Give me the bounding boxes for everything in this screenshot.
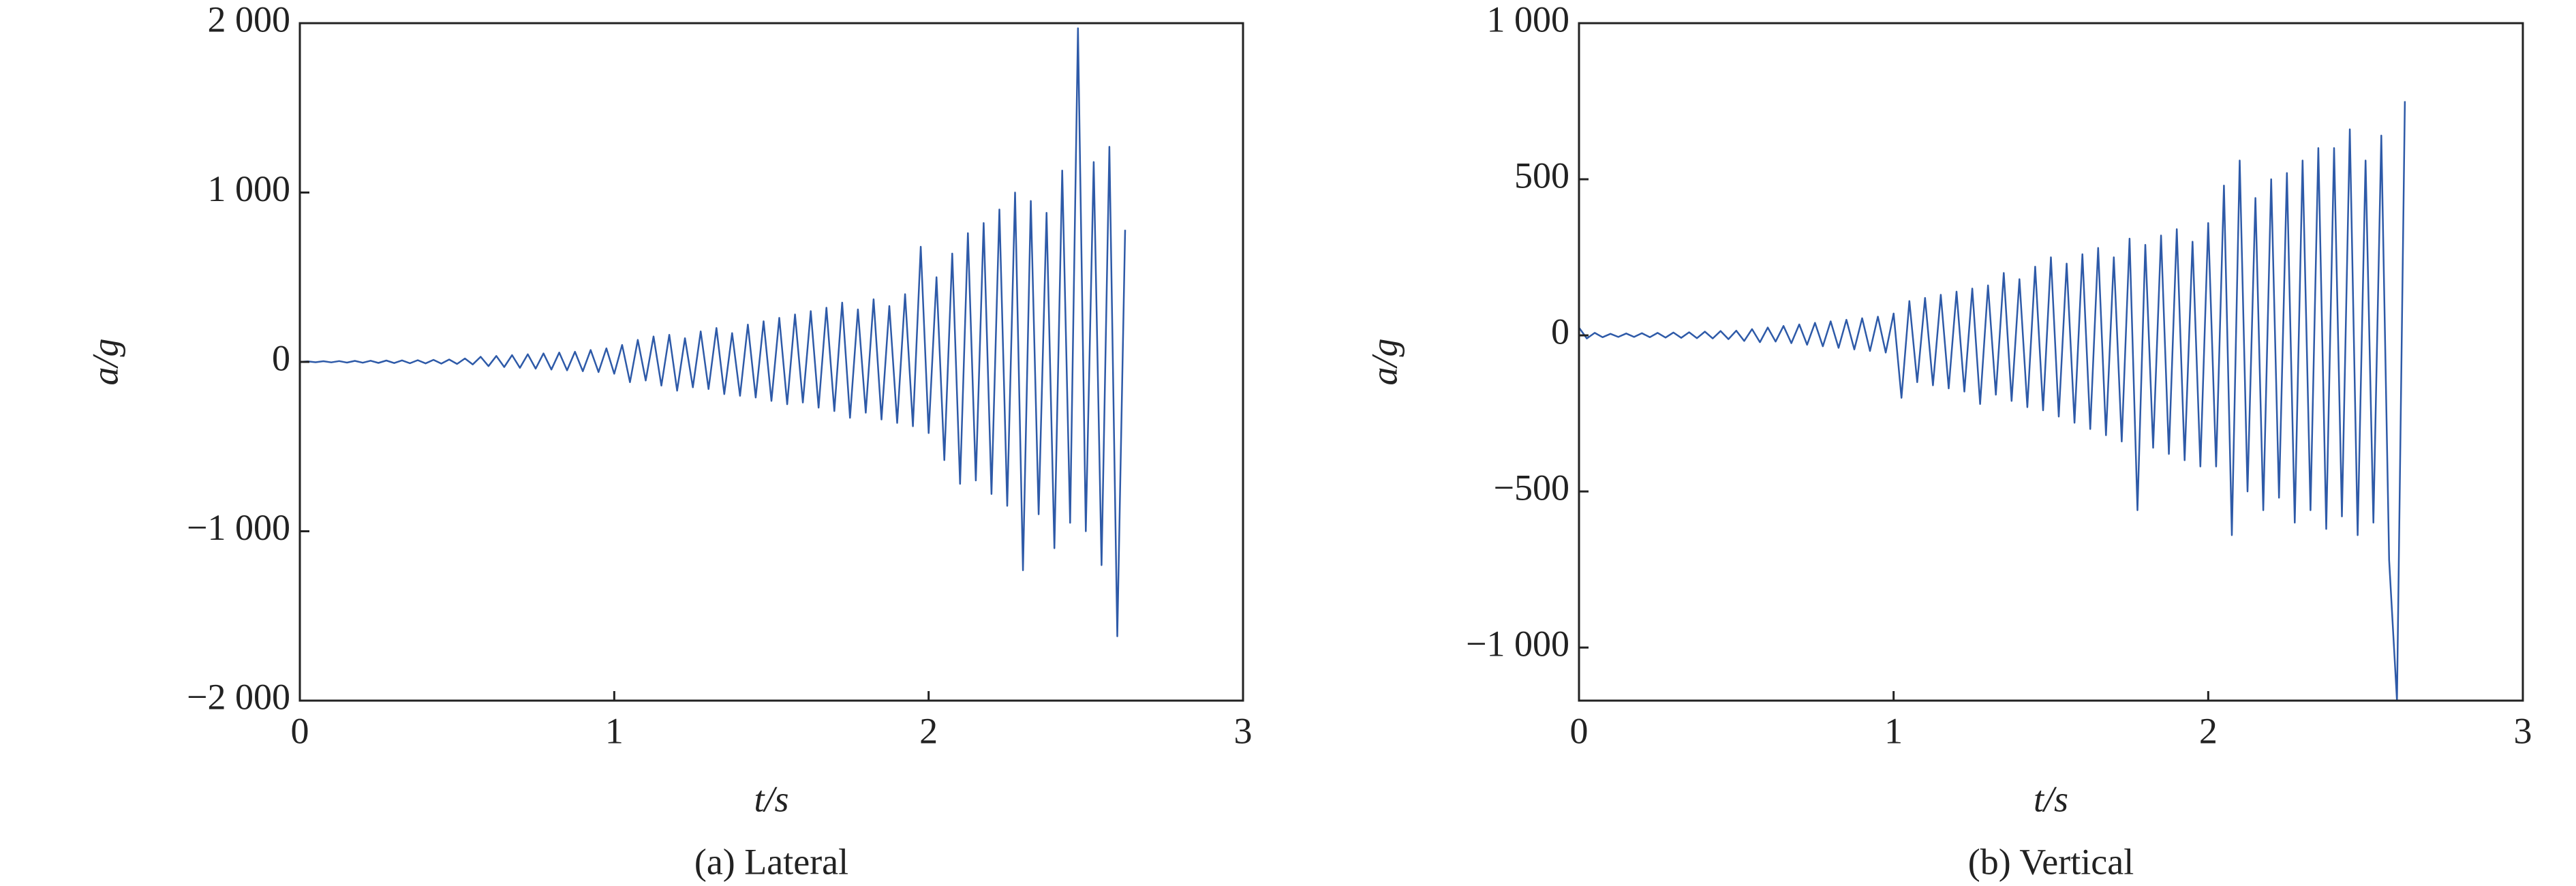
x-axis-title: t/s bbox=[754, 778, 788, 819]
y-tick-label: −500 bbox=[1494, 467, 1569, 508]
y-tick-label: 2 000 bbox=[208, 0, 291, 40]
chart-panel: −1 000 −500 0 500 1 000 0 1 2 3 t/s a/g (b) Vertica… bbox=[1364, 0, 2532, 882]
plot-frame bbox=[1578, 22, 2524, 702]
y-tick-label: 0 bbox=[1551, 311, 1569, 352]
y-axis-title: a/g bbox=[85, 338, 125, 385]
y-tick-label: −1 000 bbox=[1466, 624, 1569, 664]
x-tick-label: 3 bbox=[2514, 710, 2532, 751]
signal-line bbox=[299, 27, 1126, 637]
y-tick-label: 500 bbox=[1514, 155, 1569, 196]
x-tick-label: 2 bbox=[919, 710, 938, 751]
y-tick-label: −1 000 bbox=[187, 507, 290, 548]
x-tick-label: 0 bbox=[1570, 710, 1589, 751]
x-tick-label: 3 bbox=[1234, 710, 1253, 751]
chart-panel: −2 000 −1 000 0 1 000 2 000 0 1 2 3 t/s a/g (a) Lat… bbox=[85, 0, 1252, 882]
y-tick-label: 0 bbox=[272, 337, 290, 378]
y-tick-label: −2 000 bbox=[187, 676, 290, 717]
y-tick-label: 1 000 bbox=[208, 168, 291, 209]
y-tick-label: 1 000 bbox=[1487, 0, 1570, 40]
x-tick-label: 0 bbox=[291, 710, 309, 751]
caption: (b) Vertical bbox=[1968, 841, 2134, 882]
x-tick-label: 1 bbox=[605, 710, 624, 751]
caption: (a) Lateral bbox=[694, 841, 848, 882]
y-axis-title: a/g bbox=[1364, 338, 1405, 385]
signal-line bbox=[1578, 101, 2406, 702]
x-tick-label: 1 bbox=[1884, 710, 1903, 751]
x-tick-label: 2 bbox=[2199, 710, 2218, 751]
plot-frame bbox=[298, 22, 1244, 702]
x-axis-title: t/s bbox=[2034, 778, 2068, 819]
